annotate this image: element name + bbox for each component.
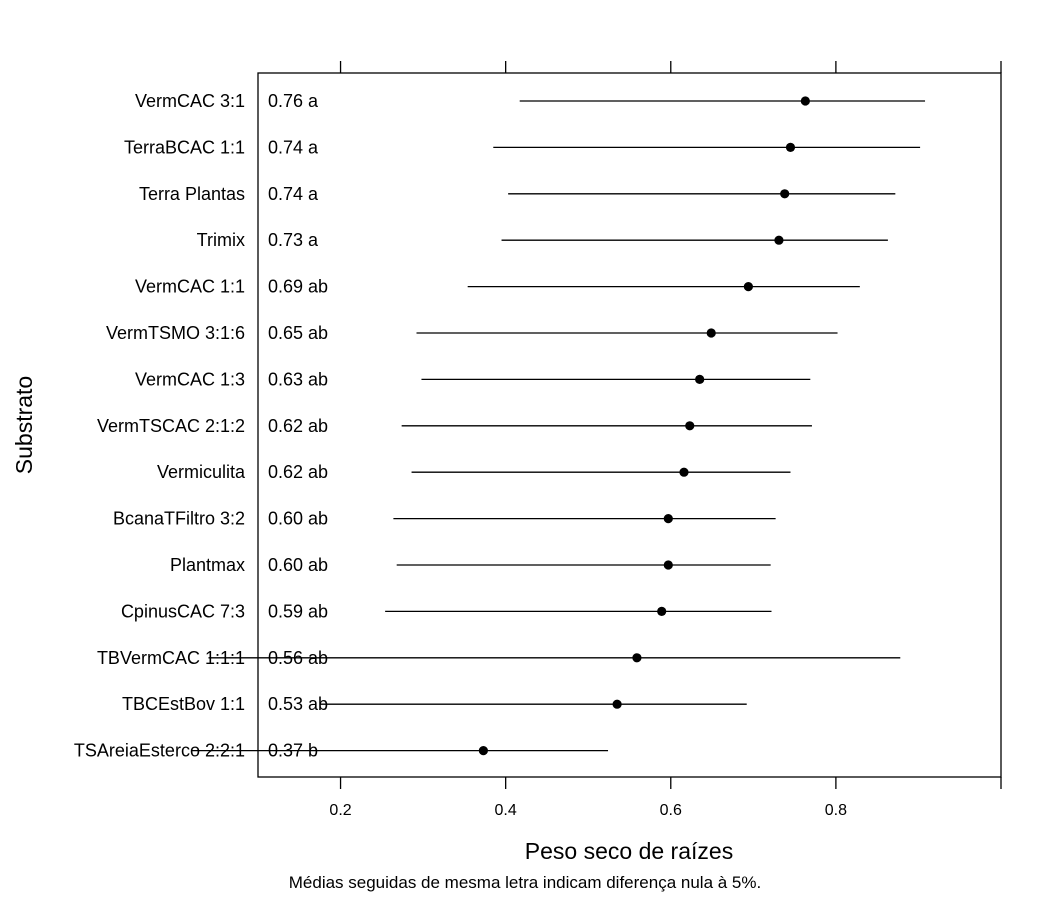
- category-label: TBVermCAC 1:1:1: [97, 648, 245, 668]
- x-tick-label: 0.4: [495, 802, 517, 819]
- mean-label: 0.65 ab: [268, 323, 328, 343]
- category-label: VermTSCAC 2:1:2: [97, 416, 245, 436]
- category-label: VermTSMO 3:1:6: [106, 323, 245, 343]
- bottom-axis-ticks: [339, 777, 1002, 789]
- row: Plantmax 0.60 ab: [170, 555, 771, 575]
- row: Trimix 0.73 a: [197, 230, 888, 250]
- mean-label: 0.60 ab: [268, 509, 328, 529]
- mean-point: [612, 699, 622, 709]
- x-tick-label: 0.8: [825, 802, 847, 819]
- category-label: CpinusCAC 7:3: [121, 601, 245, 621]
- category-label: Trimix: [197, 230, 245, 250]
- category-label: VermCAC 1:3: [135, 369, 245, 389]
- mean-point: [663, 514, 673, 524]
- mean-point: [663, 560, 673, 570]
- row: Vermiculita 0.62 ab: [157, 462, 791, 482]
- mean-label: 0.62 ab: [268, 416, 328, 436]
- footnote: Médias seguidas de mesma letra indicam d…: [289, 873, 761, 892]
- mean-point: [685, 421, 695, 431]
- mean-point: [679, 467, 689, 477]
- mean-point: [632, 653, 642, 663]
- mean-point: [780, 189, 790, 199]
- row: TBCEstBov 1:1 0.53 ab: [122, 694, 747, 714]
- mean-point: [695, 374, 705, 384]
- row: VermTSMO 3:1:6 0.65 ab: [106, 323, 838, 343]
- category-label: Vermiculita: [157, 462, 246, 482]
- category-label: Terra Plantas: [139, 184, 245, 204]
- category-label: BcanaTFiltro 3:2: [113, 509, 245, 529]
- mean-label: 0.69 ab: [268, 277, 328, 297]
- x-tick-labels: 0.2 0.4 0.6 0.8: [329, 802, 847, 819]
- row: BcanaTFiltro 3:2 0.60 ab: [113, 509, 776, 529]
- row: VermTSCAC 2:1:2 0.62 ab: [97, 416, 812, 436]
- mean-point: [800, 96, 810, 106]
- x-tick-label: 0.2: [329, 802, 351, 819]
- row: TBVermCAC 1:1:1 0.56 ab: [97, 648, 901, 668]
- mean-label: 0.53 ab: [268, 694, 328, 714]
- category-label: TSAreiaEsterco 2:2:1: [74, 741, 245, 761]
- row: VermCAC 3:1 0.76 a: [135, 91, 926, 111]
- row: CpinusCAC 7:3 0.59 ab: [121, 601, 772, 621]
- top-axis-ticks: [339, 61, 1002, 73]
- category-label: TBCEstBov 1:1: [122, 694, 245, 714]
- x-tick-label: 0.6: [660, 802, 682, 819]
- row: VermCAC 1:1 0.69 ab: [135, 277, 860, 297]
- mean-point: [743, 282, 753, 292]
- y-axis-title: Substrato: [11, 376, 37, 474]
- mean-label: 0.60 ab: [268, 555, 328, 575]
- mean-label: 0.62 ab: [268, 462, 328, 482]
- row: Terra Plantas 0.74 a: [139, 184, 896, 204]
- category-label: VermCAC 1:1: [135, 277, 245, 297]
- row: VermCAC 1:3 0.63 ab: [135, 369, 811, 389]
- row: TerraBCAC 1:1 0.74 a: [124, 137, 921, 157]
- mean-label: 0.73 a: [268, 230, 319, 250]
- category-label: Plantmax: [170, 555, 245, 575]
- mean-label: 0.74 a: [268, 184, 319, 204]
- mean-label: 0.74 a: [268, 137, 319, 157]
- x-axis-title: Peso seco de raízes: [525, 838, 733, 864]
- plot-frame: [257, 72, 1002, 778]
- mean-point: [785, 142, 796, 152]
- mean-point: [478, 746, 488, 756]
- mean-label: 0.59 ab: [268, 601, 328, 621]
- mean-point: [657, 606, 667, 617]
- row: TSAreiaEsterco 2:2:1 0.37 b: [74, 741, 609, 761]
- mean-label: 0.63 ab: [268, 369, 328, 389]
- category-label: VermCAC 3:1: [135, 91, 245, 111]
- category-label: TerraBCAC 1:1: [124, 137, 245, 157]
- mean-point: [774, 235, 784, 245]
- mean-point: [706, 328, 716, 338]
- mean-label: 0.76 a: [268, 91, 319, 111]
